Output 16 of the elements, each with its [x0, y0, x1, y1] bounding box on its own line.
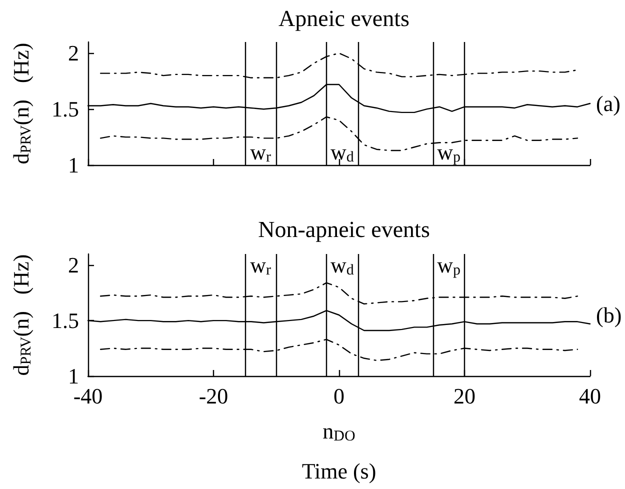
- x-tick-label: 0: [334, 384, 344, 408]
- y-axis-title: dPRV(n) (Hz): [8, 254, 34, 376]
- y-tick-label: 1.5: [52, 96, 79, 122]
- text: (a): [596, 91, 620, 116]
- x-tick-label: -20: [198, 384, 228, 408]
- y-tick-label: 1: [68, 152, 79, 178]
- x-tick-label: 20: [454, 384, 476, 408]
- y-axis-title: dPRV(n) (Hz): [8, 42, 34, 164]
- text: Time (s): [302, 458, 376, 484]
- chart-title: Non-apneic events: [258, 217, 430, 242]
- y-tick-label: 2: [68, 40, 79, 66]
- chart-title: Apneic events: [278, 6, 410, 31]
- text: (b): [596, 302, 622, 328]
- x-tick-label: 40: [579, 384, 601, 408]
- y-tick-label: 1.5: [52, 308, 79, 334]
- y-tick-label: 2: [68, 252, 79, 278]
